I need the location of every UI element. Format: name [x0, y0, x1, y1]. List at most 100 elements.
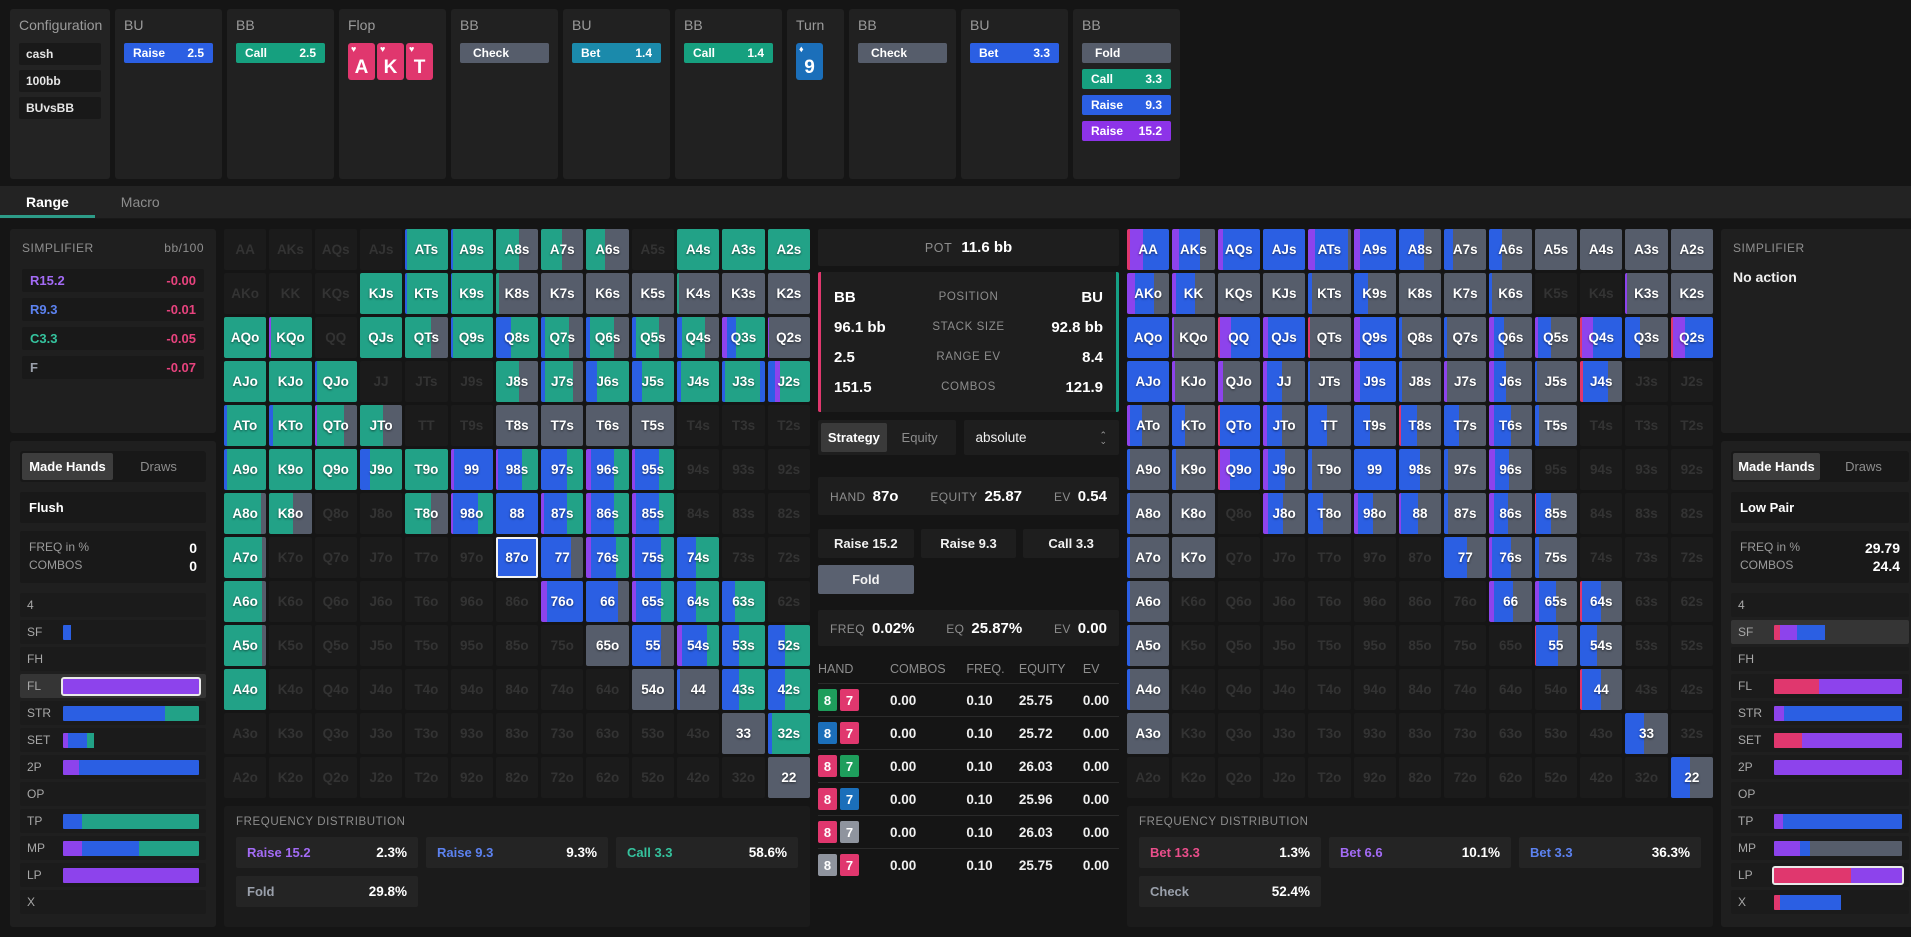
hand-cell-Q5s[interactable]: Q5s: [631, 317, 675, 358]
hand-cell-J3s[interactable]: J3s: [722, 361, 765, 402]
hand-cell-Q7o[interactable]: Q7o: [1217, 537, 1260, 578]
hand-cell-Q7s[interactable]: Q7s: [1444, 317, 1487, 358]
hand-cell-52s[interactable]: 52s: [1670, 625, 1713, 666]
hand-cell-J4s[interactable]: J4s: [1580, 361, 1623, 402]
hand-cell-T5o[interactable]: T5o: [405, 625, 448, 666]
hand-cell-T4s[interactable]: T4s: [677, 405, 720, 446]
hand-cell-64o[interactable]: 64o: [1489, 669, 1532, 710]
hand-category-row-MP[interactable]: MP: [1731, 836, 1909, 860]
hand-cell-72o[interactable]: 72o: [541, 757, 584, 798]
hand-cell-96o[interactable]: 96o: [1353, 581, 1396, 622]
hand-cell-64s[interactable]: 64s: [1580, 581, 1623, 622]
hand-category-row-LP[interactable]: LP: [1731, 863, 1909, 887]
hand-cell-75o[interactable]: 75o: [1444, 625, 1487, 666]
hand-cell-Q9s[interactable]: Q9s: [450, 317, 493, 358]
hand-cell-83s[interactable]: 83s: [722, 493, 765, 534]
hand-cell-Q4s[interactable]: Q4s: [677, 317, 720, 358]
hand-cell-Q3s[interactable]: Q3s: [722, 317, 765, 358]
hand-cell-94o[interactable]: 94o: [1353, 669, 1396, 710]
board-card-A-heart[interactable]: ♥ A: [348, 43, 375, 80]
hand-cell-98s[interactable]: 98s: [495, 449, 539, 490]
action-chip-raise-9.3[interactable]: Raise 9.3: [1082, 95, 1171, 115]
hand-cell-QTs[interactable]: QTs: [405, 317, 448, 358]
hand-cell-T6s[interactable]: T6s: [1489, 405, 1532, 446]
hand-cell-AA[interactable]: AA: [1127, 229, 1170, 270]
hand-cell-66[interactable]: 66: [586, 581, 629, 622]
action-chip-call-1.4[interactable]: Call 1.4: [684, 43, 773, 63]
hand-cell-T5o[interactable]: T5o: [1308, 625, 1351, 666]
hand-cell-K9o[interactable]: K9o: [1172, 449, 1215, 490]
hand-cell-AKo[interactable]: AKo: [224, 273, 267, 314]
hand-cell-Q8s[interactable]: Q8s: [1398, 317, 1442, 358]
hand-cell-53o[interactable]: 53o: [631, 713, 675, 754]
hand-cell-QJo[interactable]: QJo: [314, 361, 357, 402]
hand-cell-K5o[interactable]: K5o: [269, 625, 312, 666]
hand-cell-Q9o[interactable]: Q9o: [314, 449, 357, 490]
hand-cell-22[interactable]: 22: [1670, 757, 1713, 798]
hand-cell-AKs[interactable]: AKs: [269, 229, 312, 270]
hand-cell-K2o[interactable]: K2o: [269, 757, 312, 798]
hand-cell-J6o[interactable]: J6o: [1262, 581, 1306, 622]
hand-category-row-TP[interactable]: TP: [1731, 809, 1909, 833]
hand-cell-96o[interactable]: 96o: [450, 581, 493, 622]
hand-cell-43s[interactable]: 43s: [722, 669, 765, 710]
hand-cell-42s[interactable]: 42s: [767, 669, 810, 710]
hand-cell-62o[interactable]: 62o: [1489, 757, 1532, 798]
hand-cell-J5o[interactable]: J5o: [359, 625, 403, 666]
hand-category-row-OP[interactable]: OP: [20, 782, 206, 806]
hand-cell-32o[interactable]: 32o: [722, 757, 765, 798]
hand-cell-55[interactable]: 55: [631, 625, 675, 666]
hand-cell-QQ[interactable]: QQ: [314, 317, 357, 358]
hand-cell-95o[interactable]: 95o: [450, 625, 493, 666]
hand-category-row-FH[interactable]: FH: [20, 647, 206, 671]
hand-action-fold[interactable]: Fold: [818, 565, 914, 594]
hand-cell-A3s[interactable]: A3s: [1625, 229, 1668, 270]
hand-cell-32s[interactable]: 32s: [767, 713, 810, 754]
hand-cell-J4s[interactable]: J4s: [677, 361, 720, 402]
hand-cell-K7s[interactable]: K7s: [1444, 273, 1487, 314]
action-chip-bet-3.3[interactable]: Bet 3.3: [970, 43, 1059, 63]
hand-cell-T2s[interactable]: T2s: [1670, 405, 1713, 446]
simplifier-row-R9.3[interactable]: R9.3 -0.01: [22, 298, 204, 321]
hand-cell-QJs[interactable]: QJs: [359, 317, 403, 358]
hand-cell-54o[interactable]: 54o: [1534, 669, 1578, 710]
hand-cell-93s[interactable]: 93s: [1625, 449, 1668, 490]
hand-category-row-TP[interactable]: TP: [20, 809, 206, 833]
hand-cell-KJs[interactable]: KJs: [359, 273, 403, 314]
hand-cell-K7s[interactable]: K7s: [541, 273, 584, 314]
hand-category-row-STR[interactable]: STR: [20, 701, 206, 725]
hand-cell-42o[interactable]: 42o: [677, 757, 720, 798]
action-chip-raise-15.2[interactable]: Raise 15.2: [1082, 121, 1171, 141]
hand-cell-J7o[interactable]: J7o: [359, 537, 403, 578]
hand-cell-K3s[interactable]: K3s: [1625, 273, 1668, 314]
hand-cell-72s[interactable]: 72s: [1670, 537, 1713, 578]
hand-cell-KJo[interactable]: KJo: [1172, 361, 1215, 402]
hand-cell-82s[interactable]: 82s: [767, 493, 810, 534]
hand-cell-83o[interactable]: 83o: [1398, 713, 1442, 754]
hand-cell-75s[interactable]: 75s: [1534, 537, 1578, 578]
hand-cell-A2s[interactable]: A2s: [767, 229, 810, 270]
hand-category-row-2P[interactable]: 2P: [1731, 755, 1909, 779]
action-chip-call-2.5[interactable]: Call 2.5: [236, 43, 325, 63]
hand-cell-Q9s[interactable]: Q9s: [1353, 317, 1396, 358]
hand-cell-ATo[interactable]: ATo: [224, 405, 267, 446]
hand-cell-42s[interactable]: 42s: [1670, 669, 1713, 710]
hand-cell-A7o[interactable]: A7o: [224, 537, 267, 578]
hand-cell-J5s[interactable]: J5s: [631, 361, 675, 402]
hand-cell-QQ[interactable]: QQ: [1217, 317, 1260, 358]
hand-cell-73s[interactable]: 73s: [1625, 537, 1668, 578]
hand-cell-JTo[interactable]: JTo: [359, 405, 403, 446]
board-card-K-heart[interactable]: ♥ K: [377, 43, 404, 80]
hand-category-row-2P[interactable]: 2P: [20, 755, 206, 779]
hand-cell-AQo[interactable]: AQo: [1127, 317, 1170, 358]
hand-cell-T9o[interactable]: T9o: [405, 449, 448, 490]
hand-category-row-STR[interactable]: STR: [1731, 701, 1909, 725]
hand-cell-A9o[interactable]: A9o: [1127, 449, 1170, 490]
hand-cell-A8s[interactable]: A8s: [495, 229, 539, 270]
hand-cell-K6s[interactable]: K6s: [1489, 273, 1532, 314]
hand-cell-94s[interactable]: 94s: [1580, 449, 1623, 490]
hand-cell-T4o[interactable]: T4o: [405, 669, 448, 710]
hand-cell-K9o[interactable]: K9o: [269, 449, 312, 490]
board-card-9-diamond[interactable]: ♦ 9: [796, 43, 823, 80]
hand-cell-KTo[interactable]: KTo: [269, 405, 312, 446]
